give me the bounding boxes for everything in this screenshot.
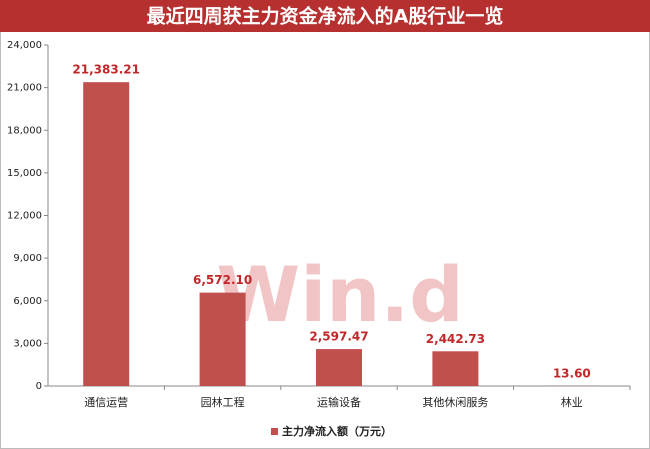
chart-title: 最近四周获主力资金净流入的A股行业一览 bbox=[147, 5, 504, 28]
bar bbox=[199, 292, 246, 386]
y-tick-label: 9,000 bbox=[13, 253, 42, 264]
value-label: 13.60 bbox=[553, 366, 591, 380]
title-banner bbox=[0, 0, 650, 32]
bar bbox=[83, 82, 130, 386]
y-tick-label: 3,000 bbox=[13, 338, 42, 349]
x-tick-label: 林业 bbox=[561, 395, 583, 409]
y-tick-label: 18,000 bbox=[7, 125, 42, 136]
x-tick-label: 通信运营 bbox=[84, 395, 128, 409]
value-label: 2,442.73 bbox=[426, 332, 485, 346]
y-tick-label: 24,000 bbox=[7, 40, 42, 51]
x-tick-label: 其他休闲服务 bbox=[422, 395, 488, 409]
x-tick-label: 园林工程 bbox=[201, 395, 245, 409]
y-tick-label: 21,000 bbox=[7, 83, 42, 94]
y-tick-label: 6,000 bbox=[13, 296, 42, 307]
value-label: 21,383.21 bbox=[72, 63, 140, 77]
legend-label: 主力净流入额（万元） bbox=[282, 424, 392, 438]
bar bbox=[432, 351, 479, 386]
watermark: Win.d bbox=[216, 250, 463, 339]
value-label: 2,597.47 bbox=[309, 330, 368, 344]
y-tick-label: 12,000 bbox=[7, 211, 42, 222]
legend-swatch bbox=[271, 428, 278, 435]
x-tick-label: 运输设备 bbox=[317, 395, 361, 409]
y-tick-label: 15,000 bbox=[7, 168, 42, 179]
bar bbox=[316, 349, 362, 386]
y-tick-label: 0 bbox=[36, 381, 42, 392]
value-label: 6,572.10 bbox=[193, 273, 252, 287]
